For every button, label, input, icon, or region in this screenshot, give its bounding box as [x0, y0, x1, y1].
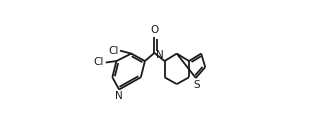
Text: N: N: [115, 91, 123, 101]
Text: Cl: Cl: [108, 46, 118, 56]
Text: O: O: [150, 25, 159, 35]
Text: Cl: Cl: [94, 57, 104, 67]
Text: S: S: [194, 80, 200, 90]
Text: N: N: [156, 50, 164, 60]
